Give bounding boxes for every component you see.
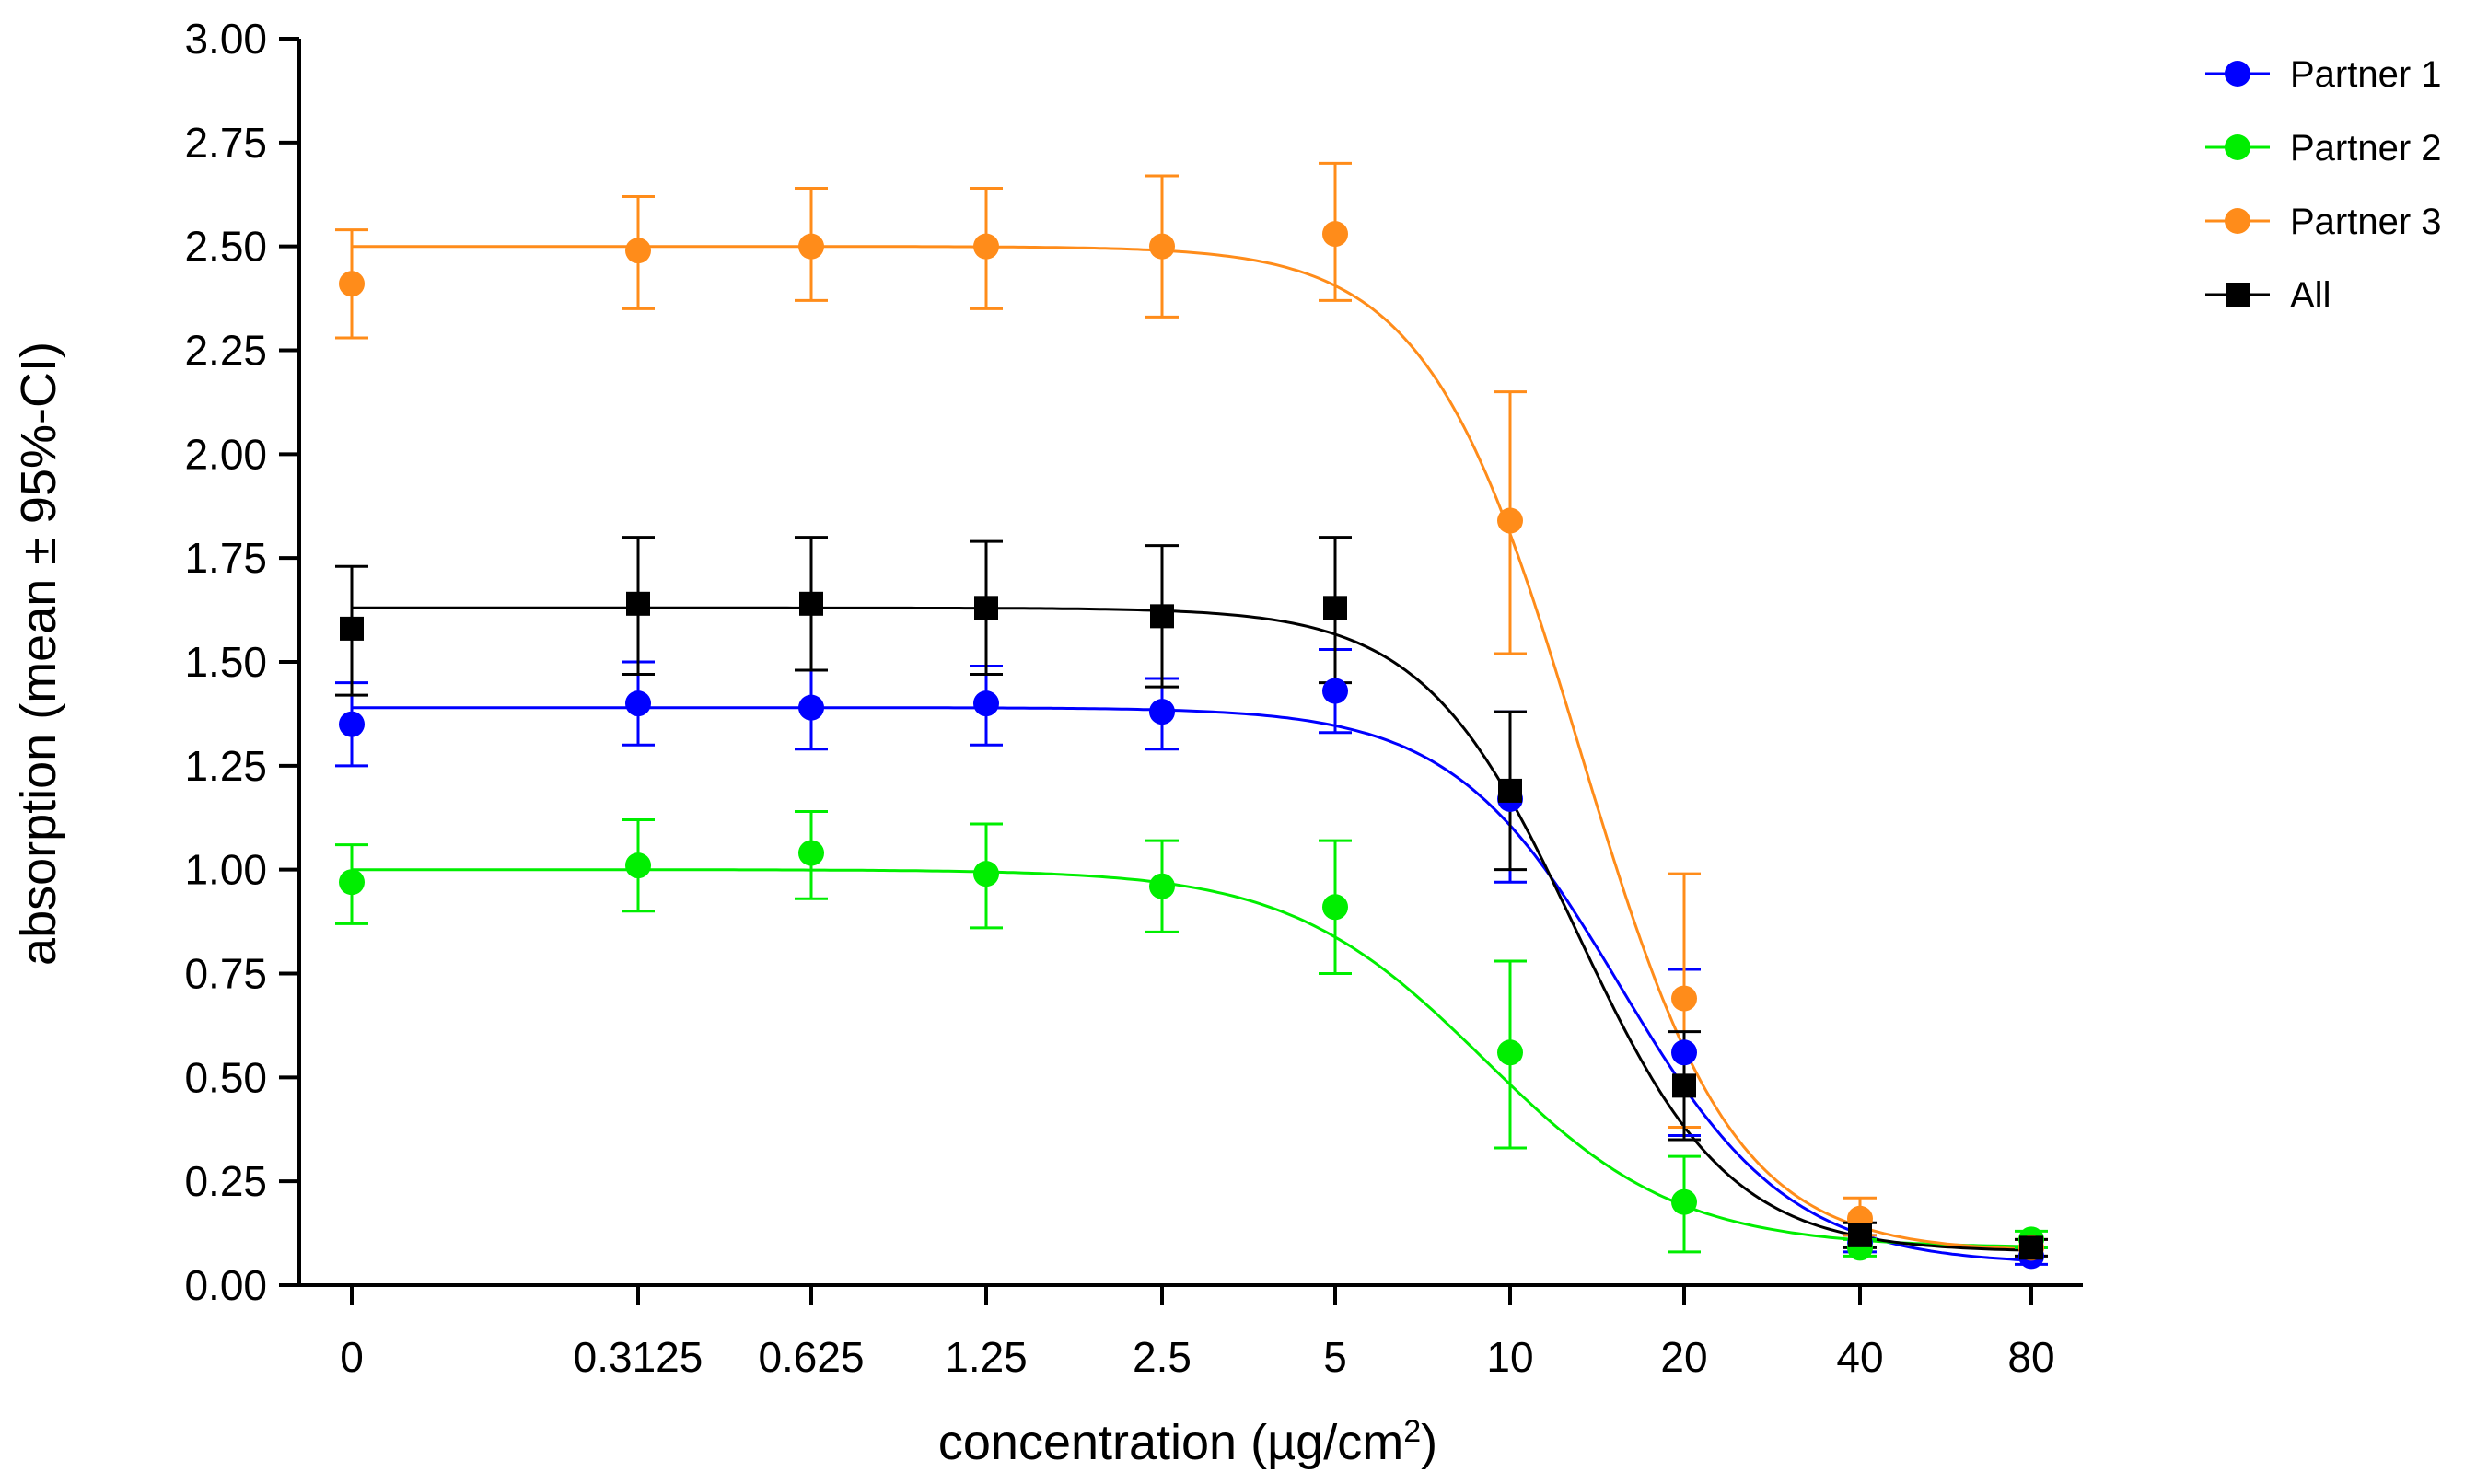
data-point-square xyxy=(1498,778,1522,803)
legend-label: Partner 2 xyxy=(2290,128,2442,168)
data-point-circle xyxy=(625,852,651,879)
data-point-square xyxy=(1323,596,1347,620)
data-point-circle xyxy=(973,861,999,887)
legend-marker-square xyxy=(2226,283,2250,307)
data-point-square xyxy=(2019,1235,2043,1260)
data-point-circle xyxy=(1149,699,1175,725)
y-tick-label: 2.75 xyxy=(184,119,267,167)
data-point-circle xyxy=(339,271,365,297)
data-point-square xyxy=(340,616,364,641)
legend-label: All xyxy=(2290,275,2331,316)
data-point-circle xyxy=(1671,1039,1697,1066)
axes xyxy=(279,37,2083,1305)
data-point-circle xyxy=(1497,1039,1523,1066)
y-tick-label: 1.00 xyxy=(184,846,267,894)
legend-label: Partner 3 xyxy=(2290,202,2442,242)
y-tick-label: 0.00 xyxy=(184,1261,267,1309)
x-tick-label: 40 xyxy=(1836,1333,1883,1381)
data-point-circle xyxy=(1671,1188,1697,1215)
y-tick-label: 1.50 xyxy=(184,638,267,686)
legend-item: All xyxy=(2205,275,2331,316)
legend-label: Partner 1 xyxy=(2290,54,2442,95)
error-bars xyxy=(335,161,2048,1266)
data-point-square xyxy=(974,596,998,620)
fit-curve-partner-2 xyxy=(352,868,2032,1248)
data-point-circle xyxy=(625,238,651,264)
legend-item: Partner 3 xyxy=(2205,202,2442,242)
legend-marker-circle xyxy=(2225,134,2250,160)
data-point-circle xyxy=(1149,233,1175,260)
x-tick-label: 10 xyxy=(1486,1333,1533,1381)
data-point-circle xyxy=(1322,221,1348,248)
data-point-circle xyxy=(1671,985,1697,1012)
x-tick-labels: 0 0.3125 0.625 1.25 2.5 5 10 20 40 80 xyxy=(340,1333,2054,1381)
y-tick-label: 3.00 xyxy=(184,15,267,63)
x-tick-label: 2.5 xyxy=(1133,1333,1192,1381)
x-axis-title: concentration (µg/cm2) xyxy=(938,1414,1437,1470)
fit-curve-partner-1 xyxy=(352,706,2032,1262)
data-point-circle xyxy=(798,233,824,260)
x-tick-label: 80 xyxy=(2007,1333,2054,1381)
y-tick-labels: 0.00 0.25 0.50 0.75 1.00 1.25 1.50 1.75 2.00 2.25… xyxy=(184,15,267,1309)
data-point-square xyxy=(799,591,823,616)
data-point-square xyxy=(1150,604,1174,629)
y-axis-title: absorption (mean ± 95%-CI) xyxy=(11,342,66,966)
x-tick-label: 0.3125 xyxy=(574,1333,703,1381)
data-point-circle xyxy=(1322,894,1348,921)
data-point-circle xyxy=(973,233,999,260)
legend-marker-circle xyxy=(2225,208,2250,234)
data-point-circle xyxy=(339,869,365,896)
legend-marker-circle xyxy=(2225,61,2250,87)
data-point-circle xyxy=(1497,507,1523,534)
x-tick-label: 1.25 xyxy=(945,1333,1028,1381)
data-point-circle xyxy=(625,690,651,717)
x-tick-label: 20 xyxy=(1660,1333,1707,1381)
fit-curve-all xyxy=(352,606,2032,1252)
x-tick-label: 0 xyxy=(340,1333,364,1381)
data-point-circle xyxy=(798,840,824,866)
data-point-circle xyxy=(798,694,824,721)
legend-item: Partner 1 xyxy=(2205,54,2442,95)
y-tick-label: 2.25 xyxy=(184,327,267,375)
data-point-circle xyxy=(1149,873,1175,899)
y-tick-label: 0.25 xyxy=(184,1157,267,1205)
legend: Partner 1 Partner 2 Partner 3 All xyxy=(2205,54,2442,316)
x-axis-title-close: ) xyxy=(1421,1415,1437,1470)
data-point-circle xyxy=(973,690,999,717)
y-tick-label: 1.25 xyxy=(184,742,267,790)
data-point-square xyxy=(1672,1073,1696,1098)
data-markers xyxy=(339,221,2044,1270)
data-point-circle xyxy=(1322,678,1348,704)
fit-curves xyxy=(352,245,2032,1262)
legend-item: Partner 2 xyxy=(2205,128,2442,168)
x-axis-title-superscript: 2 xyxy=(1403,1414,1421,1449)
data-point-square xyxy=(626,591,650,616)
x-tick-label: 0.625 xyxy=(758,1333,864,1381)
y-tick-label: 0.50 xyxy=(184,1053,267,1101)
x-axis-title-main: concentration (µg/cm xyxy=(938,1415,1403,1470)
y-tick-label: 2.50 xyxy=(184,223,267,271)
fit-curve-partner-3 xyxy=(352,245,2032,1251)
y-tick-label: 0.75 xyxy=(184,950,267,998)
data-point-square xyxy=(1848,1223,1872,1247)
y-tick-label: 2.00 xyxy=(184,430,267,478)
data-point-circle xyxy=(339,711,365,737)
x-tick-label: 5 xyxy=(1323,1333,1347,1381)
y-tick-label: 1.75 xyxy=(184,534,267,582)
